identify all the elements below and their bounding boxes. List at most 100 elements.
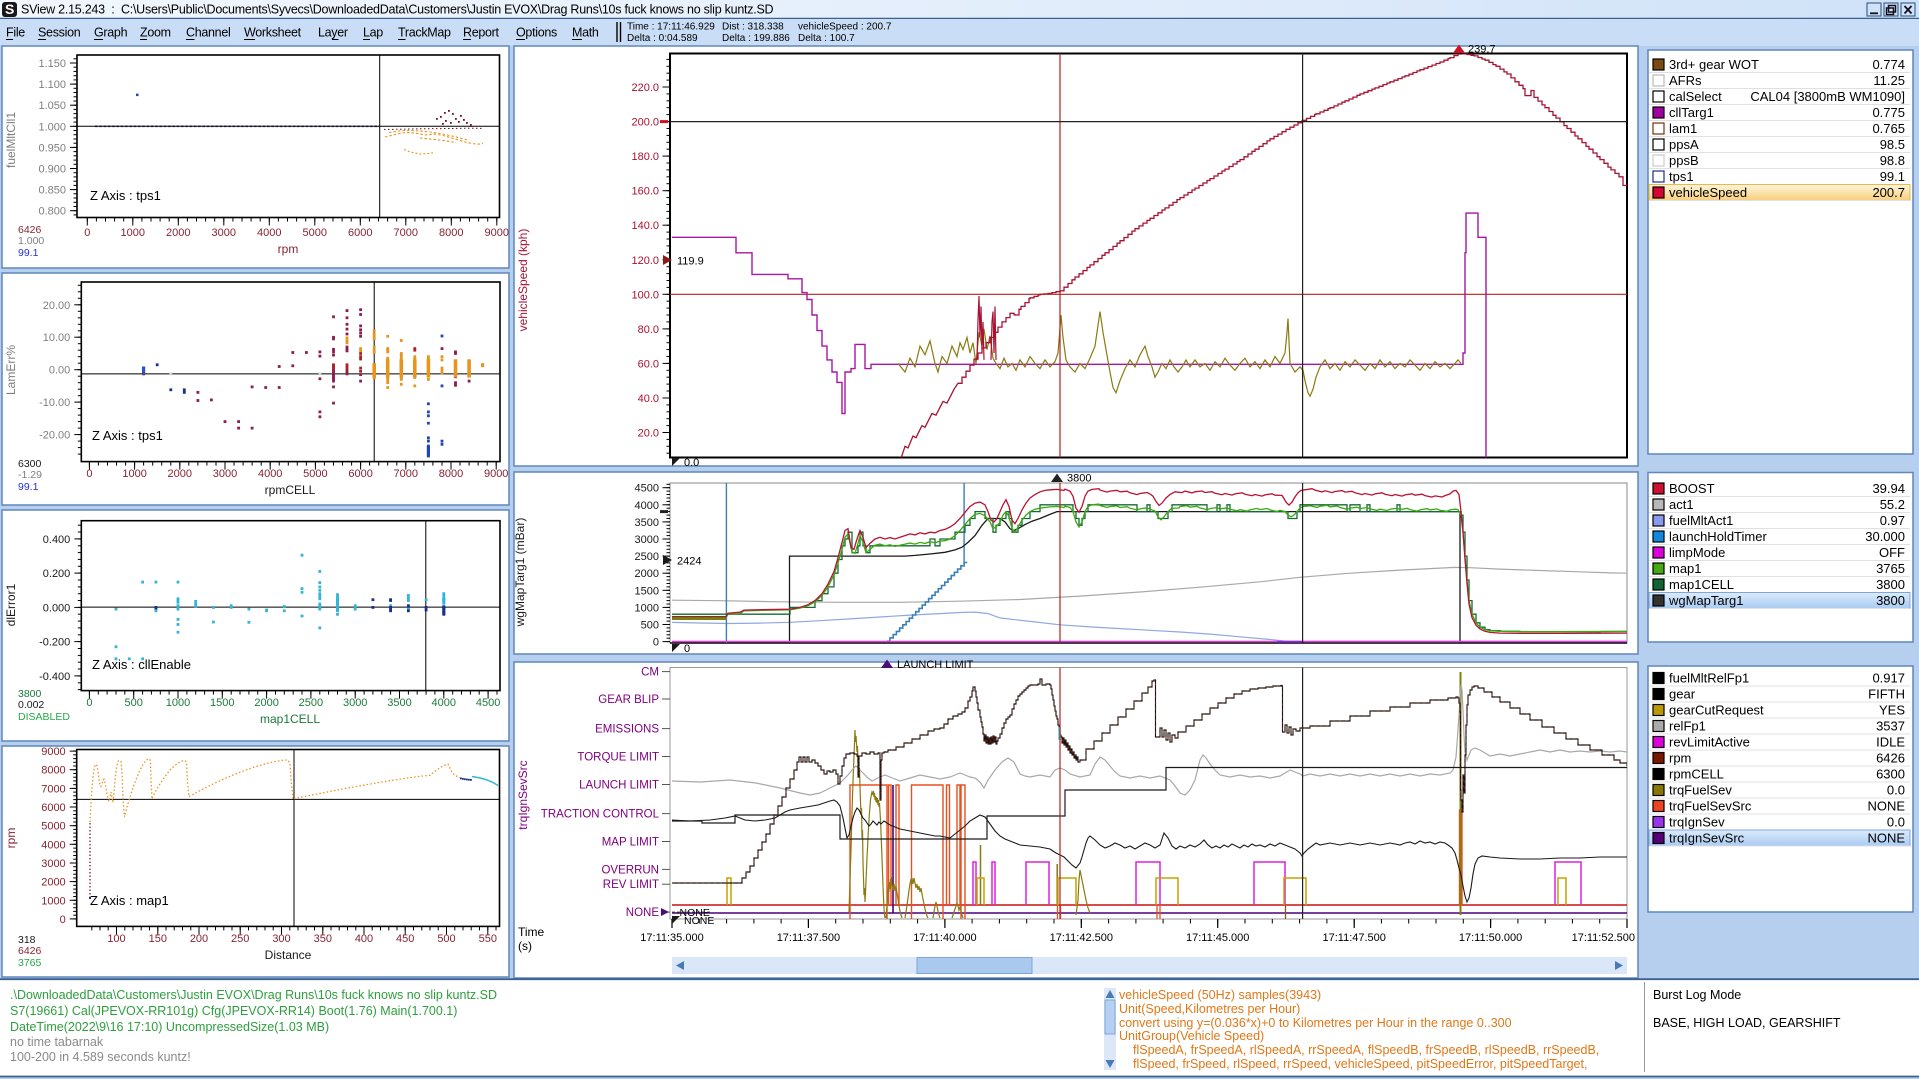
svg-text:9000: 9000 <box>41 746 65 758</box>
svg-text:-NONE: -NONE <box>676 907 710 919</box>
svg-text:wgMapTarg1: wgMapTarg1 <box>1668 593 1743 608</box>
svg-text:3765: 3765 <box>1876 561 1905 576</box>
svg-text:0.900: 0.900 <box>38 164 66 176</box>
svg-text:rpm: rpm <box>1669 751 1691 766</box>
svg-text:TrackMap: TrackMap <box>398 26 451 40</box>
svg-text:EMISSIONS: EMISSIONS <box>595 724 659 736</box>
svg-text:0: 0 <box>60 914 66 926</box>
svg-text:AFRs: AFRs <box>1669 73 1702 88</box>
svg-text:140.0: 140.0 <box>631 220 659 232</box>
svg-text:DateTime(2022\9\16 17:10) Unco: DateTime(2022\9\16 17:10) UncompressedSi… <box>10 1020 329 1034</box>
svg-text:40.0: 40.0 <box>638 393 659 405</box>
svg-text:3537: 3537 <box>1876 719 1905 734</box>
svg-text:2500: 2500 <box>635 551 659 563</box>
svg-text:400: 400 <box>355 933 373 945</box>
svg-text:trqIgnSevSrc: trqIgnSevSrc <box>516 760 530 829</box>
svg-text:CM: CM <box>641 667 659 679</box>
svg-text:Options: Options <box>516 26 557 40</box>
svg-text:3000: 3000 <box>212 227 236 239</box>
svg-text:LAUNCH LIMIT: LAUNCH LIMIT <box>579 780 659 792</box>
svg-text:Report: Report <box>463 26 500 40</box>
svg-text:20.00: 20.00 <box>43 300 71 312</box>
svg-text:1000: 1000 <box>635 602 659 614</box>
svg-text:OVERRUN: OVERRUN <box>601 864 659 876</box>
svg-text:17:11:37.500: 17:11:37.500 <box>777 932 840 944</box>
svg-text:0.002: 0.002 <box>18 699 44 711</box>
svg-text:trqIgnSevSrc: trqIgnSevSrc <box>1669 831 1745 846</box>
svg-text:1.050: 1.050 <box>38 100 66 112</box>
svg-text:11.25: 11.25 <box>1873 73 1905 88</box>
svg-text:0.0: 0.0 <box>1887 783 1905 798</box>
svg-text:0.200: 0.200 <box>43 568 71 580</box>
svg-text:7000: 7000 <box>394 468 418 480</box>
svg-text:119.9: 119.9 <box>677 256 704 268</box>
svg-text:1.150: 1.150 <box>38 58 66 70</box>
svg-text:flSpeed, frSpeed, rlSpeed, rrS: flSpeed, frSpeed, rlSpeed, rrSpeed, vehi… <box>1133 1057 1587 1071</box>
svg-text:Math: Math <box>572 26 599 40</box>
svg-text:0.917: 0.917 <box>1872 671 1905 686</box>
svg-text:Delta : 100.7: Delta : 100.7 <box>798 33 855 44</box>
svg-text:OFF: OFF <box>1879 545 1905 560</box>
svg-text:Delta : 0:04.589: Delta : 0:04.589 <box>627 33 698 44</box>
svg-text:-0.400: -0.400 <box>39 671 70 683</box>
svg-text:3500: 3500 <box>635 517 659 529</box>
svg-text:0.950: 0.950 <box>38 142 66 154</box>
svg-text:550: 550 <box>479 933 497 945</box>
svg-text:3800: 3800 <box>1876 593 1905 608</box>
svg-text:2000: 2000 <box>41 877 65 889</box>
svg-text:0: 0 <box>653 637 659 649</box>
svg-text:2000: 2000 <box>254 697 278 709</box>
svg-text:NONE: NONE <box>1867 831 1905 846</box>
svg-text:17:11:50.000: 17:11:50.000 <box>1459 932 1522 944</box>
svg-text:2000: 2000 <box>168 468 192 480</box>
svg-text:NONE: NONE <box>626 907 660 919</box>
svg-text:0.400: 0.400 <box>43 534 71 546</box>
svg-text:200.0: 200.0 <box>631 117 659 129</box>
svg-text:7000: 7000 <box>41 783 65 795</box>
svg-text:6000: 6000 <box>41 802 65 814</box>
svg-text:TRACTION CONTROL: TRACTION CONTROL <box>541 809 660 821</box>
svg-text:Worksheet: Worksheet <box>244 26 302 40</box>
svg-text:450: 450 <box>396 933 414 945</box>
svg-text:0.0: 0.0 <box>684 457 699 469</box>
svg-text:flSpeedA, frSpeedA, rlSpeedA,: flSpeedA, frSpeedA, rlSpeedA, rrSpeedA, … <box>1133 1043 1599 1057</box>
svg-text:4000: 4000 <box>432 697 456 709</box>
svg-text:rpm: rpm <box>278 242 299 256</box>
svg-text:6426: 6426 <box>18 945 42 957</box>
svg-text:FIFTH: FIFTH <box>1868 687 1905 702</box>
svg-text:fuelMltCll1: fuelMltCll1 <box>4 112 18 168</box>
svg-text:Z Axis : tps1: Z Axis : tps1 <box>92 428 163 443</box>
svg-text:0.97: 0.97 <box>1880 513 1905 528</box>
svg-text:6300: 6300 <box>1876 767 1905 782</box>
svg-text:BOOST: BOOST <box>1669 481 1715 496</box>
svg-text:0.000: 0.000 <box>43 602 71 614</box>
svg-text:4000: 4000 <box>635 500 659 512</box>
svg-text:wgMapTarg1 (mBar): wgMapTarg1 (mBar) <box>513 518 527 628</box>
svg-text:MAP LIMIT: MAP LIMIT <box>602 837 659 849</box>
svg-text:launchHoldTimer: launchHoldTimer <box>1669 529 1767 544</box>
svg-text:Z Axis : tps1: Z Axis : tps1 <box>90 188 161 203</box>
svg-text:S7(19661) Cal(JPEVOX-RR101g) C: S7(19661) Cal(JPEVOX-RR101g) Cfg(JPEVOX-… <box>10 1004 457 1018</box>
svg-text:3800: 3800 <box>1876 577 1905 592</box>
svg-text:0: 0 <box>86 697 92 709</box>
svg-text:80.0: 80.0 <box>638 324 659 336</box>
svg-text:2424: 2424 <box>677 556 701 568</box>
svg-text:350: 350 <box>314 933 332 945</box>
svg-text:vehicleSpeed (50Hz) samples(39: vehicleSpeed (50Hz) samples(3943) <box>1119 988 1321 1002</box>
svg-text:3000: 3000 <box>41 858 65 870</box>
svg-text:trqFuelSevSrc: trqFuelSevSrc <box>1669 799 1752 814</box>
svg-text:4500: 4500 <box>635 483 659 495</box>
svg-text:17:11:52.500: 17:11:52.500 <box>1572 932 1635 944</box>
svg-text:relFp1: relFp1 <box>1669 719 1706 734</box>
svg-text:8000: 8000 <box>439 468 463 480</box>
svg-text:180.0: 180.0 <box>631 151 659 163</box>
svg-text:map1CELL: map1CELL <box>1669 577 1734 592</box>
svg-text:fuelMltRelFp1: fuelMltRelFp1 <box>1669 671 1749 686</box>
svg-text:17:11:40.000: 17:11:40.000 <box>913 932 976 944</box>
svg-text:.\DownloadedData\Customers\Jus: .\DownloadedData\Customers\Justin EVOX\D… <box>10 988 497 1002</box>
svg-text:Time : 17:11:46.929: Time : 17:11:46.929 <box>627 22 715 33</box>
svg-text:1000: 1000 <box>166 697 190 709</box>
svg-text:20.0: 20.0 <box>638 428 659 440</box>
svg-text:limpMode: limpMode <box>1669 545 1725 560</box>
svg-text:200: 200 <box>190 933 208 945</box>
